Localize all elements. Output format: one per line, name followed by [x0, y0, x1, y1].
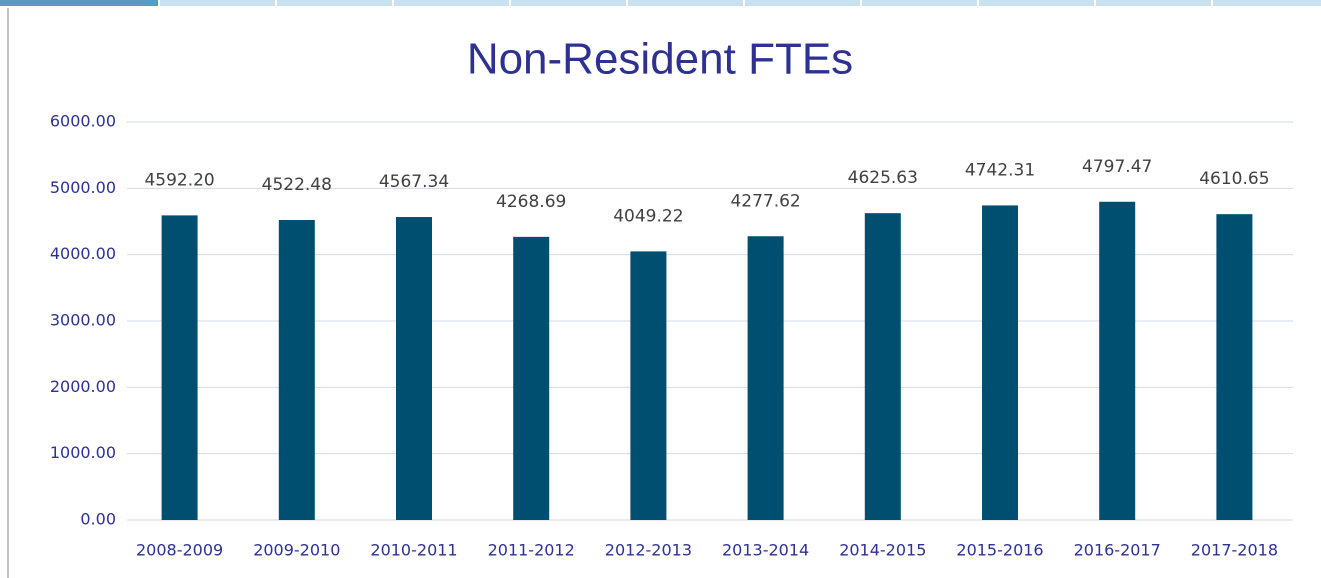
- data-label: 4797.47: [1082, 157, 1152, 177]
- x-tick-label: 2009-2010: [253, 541, 340, 560]
- data-label: 4567.34: [379, 172, 449, 192]
- bar: [982, 205, 1018, 521]
- y-tick-label: 2000.00: [50, 377, 116, 396]
- y-tick-label: 6000.00: [50, 112, 116, 131]
- x-tick-label: 2014-2015: [839, 541, 926, 560]
- data-label: 4610.65: [1199, 169, 1269, 189]
- y-tick-label: 3000.00: [50, 311, 116, 330]
- data-label: 4742.31: [965, 160, 1035, 180]
- x-tick-label: 2015-2016: [956, 541, 1043, 560]
- x-tick-label: 2017-2018: [1191, 541, 1278, 560]
- bar: [278, 220, 315, 520]
- data-label: 4277.62: [730, 191, 800, 211]
- x-tick-label: 2012-2013: [605, 541, 692, 560]
- x-tick-label: 2016-2017: [1074, 541, 1161, 560]
- bar: [864, 213, 901, 520]
- y-tick-label: 5000.00: [50, 178, 116, 197]
- y-tick-label: 1000.00: [50, 443, 116, 462]
- bar: [161, 215, 198, 520]
- x-tick-label: 2013-2014: [722, 541, 809, 560]
- bar: [396, 217, 432, 520]
- x-tick-label: 2008-2009: [136, 541, 223, 560]
- x-tick-label: 2011-2012: [488, 541, 575, 560]
- y-tick-label: 0.00: [80, 510, 116, 529]
- chart-title: Non-Resident FTEs: [467, 35, 853, 84]
- data-label: 4592.20: [144, 170, 214, 190]
- bar: [747, 236, 784, 520]
- bar: [1216, 214, 1253, 520]
- data-label: 4522.48: [262, 175, 332, 195]
- data-label: 4625.63: [848, 168, 918, 188]
- y-tick-label: 4000.00: [50, 244, 116, 263]
- data-label: 4268.69: [496, 192, 566, 212]
- tab-strip: [0, 0, 1321, 6]
- x-tick-label: 2010-2011: [370, 541, 457, 560]
- bar: [513, 236, 550, 520]
- data-label: 4049.22: [613, 206, 683, 226]
- bar: [1099, 201, 1136, 520]
- bar: [630, 251, 667, 520]
